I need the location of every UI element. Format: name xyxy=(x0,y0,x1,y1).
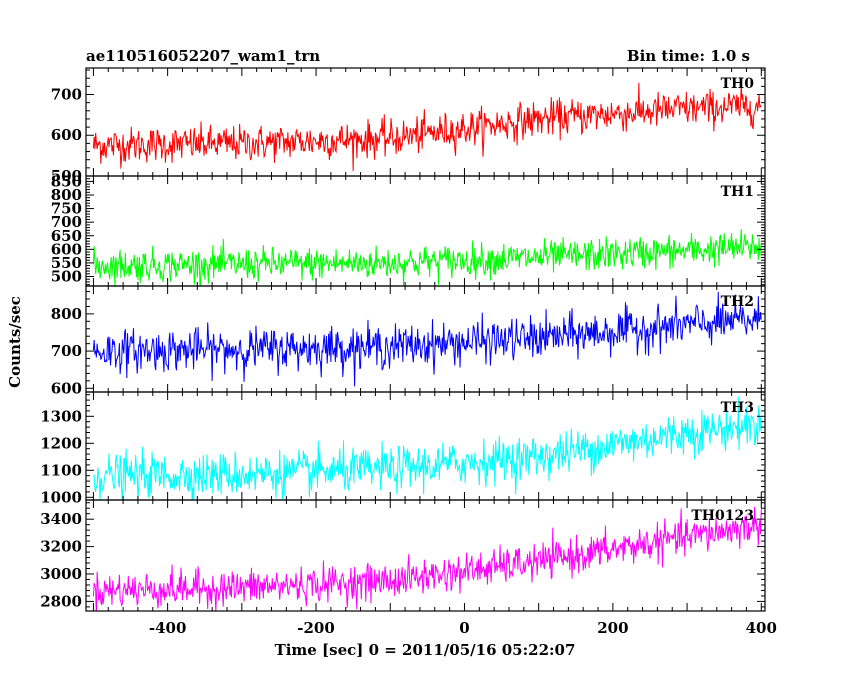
x-tick-label: 0 xyxy=(459,619,469,637)
panel-ticks xyxy=(86,68,765,177)
y-tick-label: 1000 xyxy=(40,488,82,506)
series-line-th2 xyxy=(92,291,762,387)
panel-th3: 1000 1100 1200 1300 TH3 xyxy=(40,391,766,506)
y-tick-label: 550 xyxy=(51,254,82,272)
y-tick-label: 2800 xyxy=(40,592,82,610)
series-name-th0: TH0 xyxy=(721,76,755,92)
y-tick-label: 800 xyxy=(51,305,82,323)
y-tick-label: 600 xyxy=(51,379,82,397)
y-tick-label: 600 xyxy=(51,240,82,258)
x-axis-title: Time [sec] 0 = 2011/05/16 05:22:07 xyxy=(275,641,576,659)
y-tick-label: 3000 xyxy=(40,565,82,583)
panel-frame xyxy=(85,391,766,501)
y-tick-label: 700 xyxy=(51,342,82,360)
panel-frame xyxy=(85,67,766,177)
y-tick-label: 1300 xyxy=(40,407,82,425)
series-name-th2: TH2 xyxy=(721,294,754,310)
series-name-th0123: TH0123 xyxy=(691,508,754,524)
y-tick-label: 3400 xyxy=(40,510,82,528)
panel-th0123: 2800 3000 3200 3400 TH0123 xyxy=(40,499,766,612)
panel-th0: 500 600 700 TH0 xyxy=(51,67,766,185)
x-tick-labels: -400 -200 0 200 400 xyxy=(149,619,777,637)
y-tick-label: 3200 xyxy=(40,538,82,556)
panel-ticks xyxy=(86,286,765,392)
y-tick-label: 500 xyxy=(51,267,82,285)
series-line-th1 xyxy=(92,229,762,286)
panel-ticks xyxy=(86,392,765,500)
x-tick-label: 200 xyxy=(597,619,628,637)
series-line-th0 xyxy=(92,82,762,171)
y-axis-title: Counts/sec xyxy=(6,296,24,388)
bin-time-label: Bin time: 1.0 s xyxy=(627,47,750,65)
panel-th2: 600 700 800 TH2 xyxy=(51,285,766,397)
y-tick-label: 850 xyxy=(51,172,82,190)
panel-frame xyxy=(85,499,766,612)
x-tick-label: -200 xyxy=(297,619,335,637)
y-tick-label: 1100 xyxy=(40,461,82,479)
panel-frame xyxy=(85,175,766,287)
chart-title: ae110516052207_wam1_trn xyxy=(86,47,320,65)
panel-ticks xyxy=(86,175,765,286)
series-line-th0123 xyxy=(92,506,762,611)
series-name-th1: TH1 xyxy=(721,184,754,200)
y-tick-label: 700 xyxy=(51,213,82,231)
y-tick-label: 1200 xyxy=(40,434,82,452)
panel-frame xyxy=(85,285,766,393)
series-line-th3 xyxy=(92,396,762,500)
x-tick-label: -400 xyxy=(149,619,187,637)
y-tick-label: 750 xyxy=(51,200,82,218)
y-tick-label: 700 xyxy=(51,85,82,103)
y-tick-label: 600 xyxy=(51,126,82,144)
panels-group: 500600700TH0500550600650700750800850TH16… xyxy=(40,67,766,612)
x-tick-label: 400 xyxy=(746,619,777,637)
y-tick-label: 800 xyxy=(51,186,82,204)
series-name-th3: TH3 xyxy=(721,400,754,416)
y-tick-label: 500 xyxy=(51,167,82,185)
y-tick-label: 650 xyxy=(51,227,82,245)
panel-ticks xyxy=(86,500,765,611)
